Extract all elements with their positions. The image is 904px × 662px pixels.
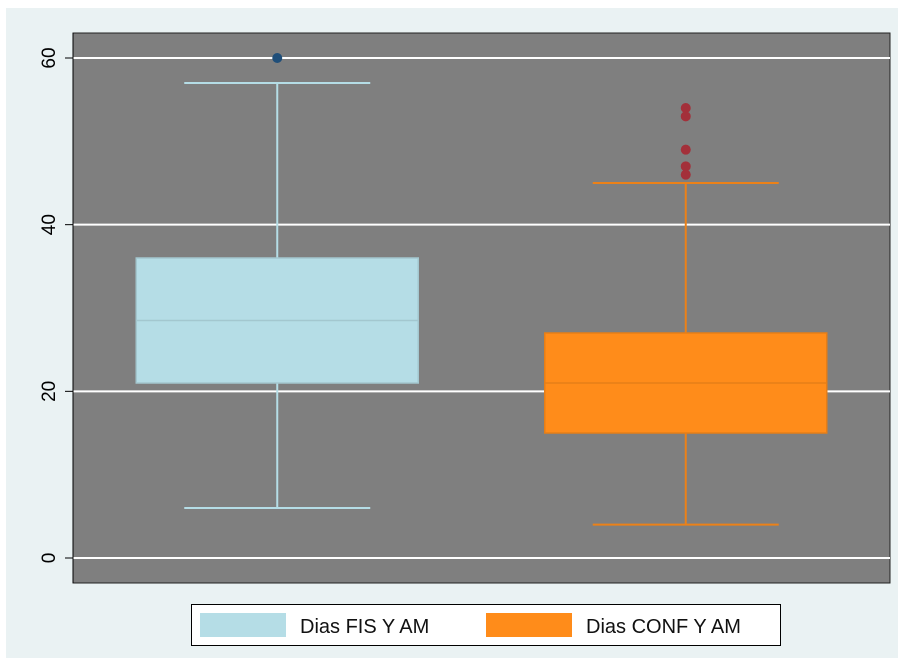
y-tick-label-60: 60 (39, 47, 60, 68)
chart-legend: Dias FIS Y AM Dias CONF Y AM (191, 604, 781, 646)
legend-swatch-series-1 (200, 613, 286, 637)
y-tick-label-0: 0 (39, 553, 60, 564)
chart-figure: 0 20 40 60 Dias FIS Y AM Dias CONF Y AM (6, 8, 898, 658)
box-plot-chart: 0 20 40 60 (39, 32, 891, 584)
series-2-outlier-5 (680, 103, 691, 113)
legend-label-series-2: Dias CONF Y AM (586, 616, 741, 638)
legend-swatch-series-2 (486, 613, 572, 637)
series-1-outlier-1 (272, 53, 283, 63)
series-2-outlier-4 (680, 111, 691, 122)
legend-label-series-1: Dias FIS Y AM (300, 616, 430, 638)
y-tick-label-40: 40 (39, 214, 60, 235)
series-2-outlier-1 (680, 169, 691, 180)
y-tick-label-20: 20 (39, 381, 60, 402)
series-2-outlier-3 (680, 144, 691, 155)
series-2-outlier-2 (680, 161, 691, 172)
